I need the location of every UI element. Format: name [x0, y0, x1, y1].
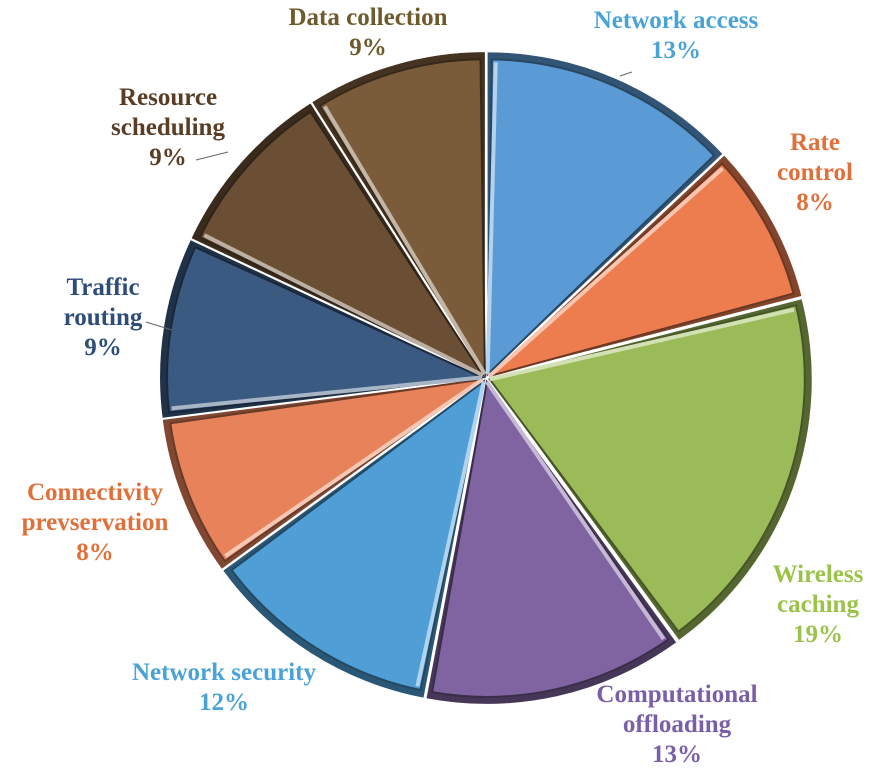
pie-slice-highlight: [415, 380, 486, 687]
slice-label: Rate control 8%: [777, 129, 853, 216]
leader-lines: [145, 71, 633, 331]
pie-slice: [230, 378, 486, 692]
pie-slice: [488, 162, 795, 378]
slice-name-label: prevservation: [22, 509, 169, 536]
pie-slice-highlight: [488, 167, 724, 378]
slice-name-label: Connectivity: [27, 479, 164, 506]
slice-label: Computational offloading 13%: [596, 681, 757, 768]
slice-label: Network access 13%: [594, 7, 759, 64]
slice-labels: Network access 13% Rate control 8% Wireless ca…: [22, 4, 864, 768]
slice-value-label: 19%: [793, 621, 843, 648]
leader-line: [195, 151, 229, 161]
leader-line: [619, 71, 633, 77]
pie-slice-highlight: [224, 377, 484, 558]
slice-name-label: Data collection: [289, 4, 448, 31]
slice-label: Data collection 9%: [289, 4, 448, 61]
slice-name-label: Network access: [594, 7, 759, 34]
slice-name-label: Rate: [790, 129, 840, 156]
leader-line: [145, 321, 173, 331]
pie-slice: [169, 378, 483, 563]
pie-slice-highlight: [203, 233, 484, 378]
slice-name-label: routing: [64, 304, 143, 331]
slice-label: Traffic routing 9%: [64, 274, 143, 361]
slice-name-label: Traffic: [66, 274, 139, 301]
pie-slice: [166, 245, 486, 414]
slice-name-label: scheduling: [111, 114, 225, 141]
slice-value-label: 12%: [199, 689, 249, 716]
slice-name-label: Wireless: [773, 561, 864, 588]
pie-slice-highlight: [485, 62, 498, 375]
slice-label: Resource scheduling 9%: [111, 84, 225, 171]
pie-slice: [318, 58, 486, 378]
slice-name-label: Computational: [596, 681, 757, 708]
slice-value-label: 8%: [76, 539, 114, 566]
slice-value-label: 8%: [796, 189, 834, 216]
slice-name-label: caching: [777, 591, 859, 618]
pie-slice-highlight: [485, 380, 666, 641]
slice-label: Wireless caching 19%: [773, 561, 864, 648]
slice-value-label: 9%: [149, 144, 187, 171]
slice-label: Connectivity prevservation 8%: [22, 479, 169, 566]
pie-slices: [160, 52, 812, 704]
slice-value-label: 13%: [652, 741, 702, 768]
pie-slice: [198, 110, 486, 378]
pie-slice-highlight: [322, 105, 487, 376]
pie-slice: [431, 379, 670, 698]
slice-label: Network security 12%: [132, 659, 316, 716]
pie-slice-highlight: [171, 375, 483, 411]
pie-slice-highlight: [489, 307, 795, 382]
slice-name-label: offloading: [623, 711, 732, 738]
slice-value-label: 9%: [84, 334, 122, 361]
slice-name-label: Resource: [119, 84, 217, 111]
pie-slice: [486, 58, 716, 377]
pie-slice: [488, 304, 806, 633]
slice-name-label: control: [777, 159, 853, 186]
slice-value-label: 13%: [651, 37, 701, 64]
slice-value-label: 9%: [349, 34, 387, 61]
slice-name-label: Network security: [132, 659, 316, 686]
